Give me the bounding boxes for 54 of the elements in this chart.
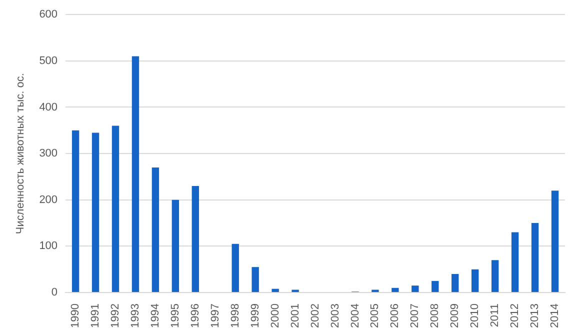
bar: [551, 190, 559, 292]
x-tick-label: 1992: [110, 304, 122, 328]
bar: [531, 223, 539, 292]
y-tick-label: 200: [39, 194, 58, 206]
bar: [472, 269, 479, 292]
y-tick-label: 300: [39, 148, 58, 160]
y-tick-label: 400: [39, 101, 58, 114]
x-tick-label: 1997: [209, 304, 222, 328]
x-tick-label: 2013: [529, 304, 542, 328]
bar: [511, 232, 519, 292]
y-tick-label: 500: [39, 54, 58, 67]
x-tick-label: 1994: [149, 304, 162, 328]
x-tick-label: 1993: [130, 304, 142, 328]
x-tick-label: 1995: [169, 304, 182, 328]
bar: [392, 288, 399, 292]
bar: [272, 288, 279, 292]
y-tick-label: 600: [39, 8, 58, 21]
x-tick-label: 2010: [469, 304, 482, 328]
bar: [172, 200, 180, 292]
bar: [92, 132, 100, 292]
y-tick-label: 0: [51, 286, 58, 299]
x-tick-label: 1998: [229, 304, 242, 328]
bar: [432, 280, 439, 292]
x-tick-label: 2007: [409, 304, 422, 328]
x-tick-label: 2004: [349, 304, 362, 328]
x-tick-label: 2014: [549, 304, 562, 328]
bar: [232, 244, 239, 292]
bar: [252, 267, 259, 292]
bar: [152, 167, 160, 292]
bar: [491, 260, 499, 292]
x-tick-label: 2005: [369, 304, 382, 328]
bar: [292, 290, 299, 292]
x-tick-label: 2000: [269, 304, 282, 328]
x-tick-label: 2006: [389, 304, 402, 328]
x-tick-label: 2012: [509, 304, 522, 328]
x-tick-label: 2009: [449, 304, 462, 328]
x-tick-label: 2003: [329, 304, 342, 328]
bar: [412, 286, 419, 292]
x-tick-label: 2011: [489, 304, 502, 328]
y-axis-title: Численность животных тыс. ос.: [14, 73, 27, 234]
bar: [192, 186, 200, 292]
x-tick-label: 1991: [90, 304, 102, 328]
y-tick-label: 100: [39, 240, 58, 252]
bar: [372, 290, 379, 292]
x-tick-label: 2001: [289, 304, 302, 328]
x-tick-label: 1990: [70, 304, 82, 328]
bar: [132, 56, 140, 292]
bar: [72, 130, 80, 292]
x-tick-label: 1999: [249, 304, 262, 328]
x-tick-label: 1996: [189, 304, 202, 328]
bar: [452, 274, 459, 292]
x-tick-label: 2002: [309, 304, 322, 328]
bar: [112, 126, 120, 292]
x-tick-label: 2008: [429, 304, 442, 328]
